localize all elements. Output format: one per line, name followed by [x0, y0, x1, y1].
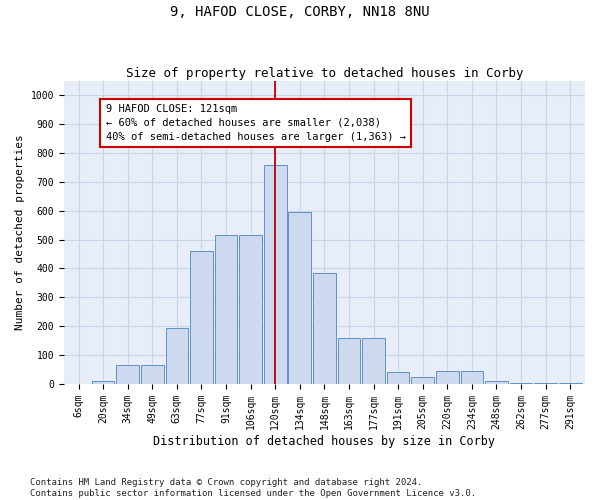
Y-axis label: Number of detached properties: Number of detached properties	[15, 134, 25, 330]
X-axis label: Distribution of detached houses by size in Corby: Distribution of detached houses by size …	[154, 434, 496, 448]
Bar	[461, 371, 483, 384]
Bar	[190, 251, 213, 384]
Bar	[412, 377, 434, 384]
Bar	[559, 382, 581, 384]
Bar	[510, 382, 532, 384]
Bar	[239, 235, 262, 384]
Bar	[264, 165, 287, 384]
Bar	[485, 381, 508, 384]
Bar	[289, 212, 311, 384]
Bar	[436, 371, 458, 384]
Text: Contains HM Land Registry data © Crown copyright and database right 2024.
Contai: Contains HM Land Registry data © Crown c…	[30, 478, 476, 498]
Bar	[116, 365, 139, 384]
Bar	[166, 328, 188, 384]
Bar	[141, 365, 164, 384]
Bar	[338, 338, 360, 384]
Title: Size of property relative to detached houses in Corby: Size of property relative to detached ho…	[125, 66, 523, 80]
Text: 9, HAFOD CLOSE, CORBY, NN18 8NU: 9, HAFOD CLOSE, CORBY, NN18 8NU	[170, 5, 430, 19]
Bar	[362, 338, 385, 384]
Text: 9 HAFOD CLOSE: 121sqm
← 60% of detached houses are smaller (2,038)
40% of semi-d: 9 HAFOD CLOSE: 121sqm ← 60% of detached …	[106, 104, 406, 142]
Bar	[387, 372, 409, 384]
Bar	[92, 380, 115, 384]
Bar	[215, 235, 238, 384]
Bar	[313, 273, 335, 384]
Bar	[535, 382, 557, 384]
